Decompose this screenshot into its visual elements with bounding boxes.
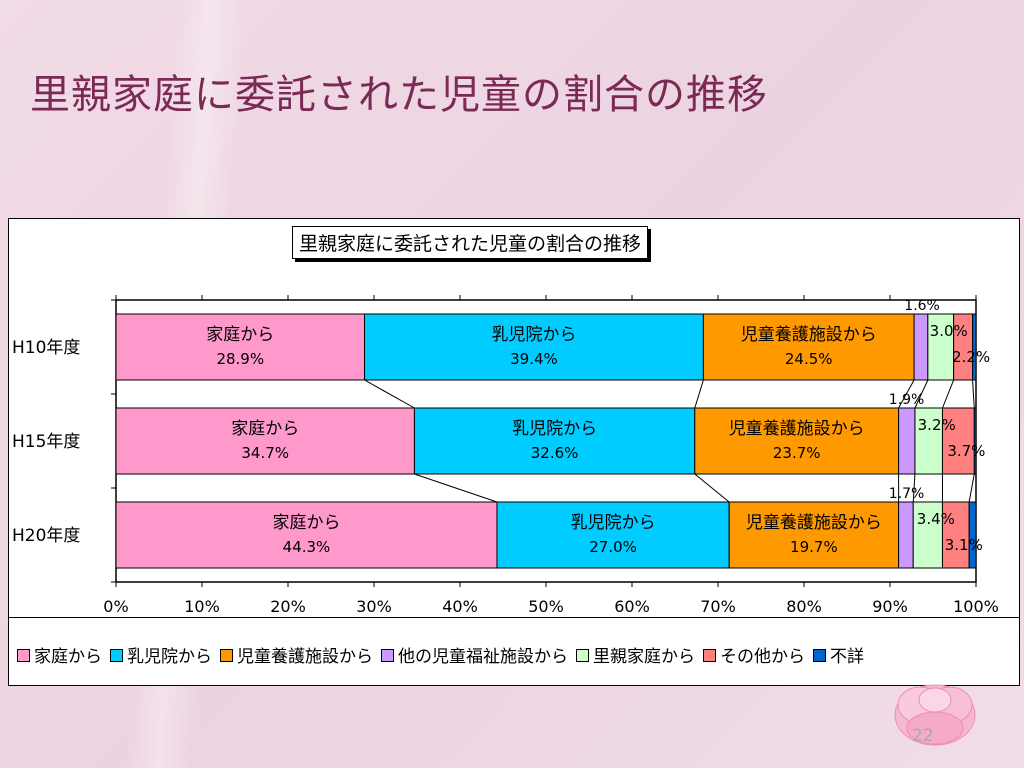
legend-item: 不詳 bbox=[813, 642, 864, 667]
legend-item: 他の児童福祉施設から bbox=[381, 642, 568, 667]
data-label-name: 児童養護施設から bbox=[741, 325, 877, 345]
series-connector-line bbox=[694, 473, 730, 503]
chart-title: 里親家庭に委託された児童の割合の推移 bbox=[292, 226, 649, 259]
series-connector-line bbox=[968, 473, 975, 503]
bar-segment bbox=[972, 313, 977, 381]
bar-segment bbox=[968, 501, 977, 569]
x-tick-label: 10% bbox=[184, 597, 220, 616]
legend-item: 児童養護施設から bbox=[220, 642, 373, 667]
series-connector-line bbox=[414, 473, 498, 503]
series-connector-line bbox=[898, 379, 915, 409]
data-label-small: 3.0% bbox=[930, 322, 968, 340]
data-label-value: 19.7% bbox=[790, 538, 838, 556]
x-tick-label: 30% bbox=[356, 597, 392, 616]
category-label: H20年度 bbox=[12, 526, 80, 546]
x-tick-label: 100% bbox=[953, 597, 999, 616]
data-label-value: 34.7% bbox=[241, 444, 289, 462]
legend-label: 乳児院から bbox=[127, 647, 212, 667]
bar-segment bbox=[913, 313, 929, 381]
x-tick-label: 20% bbox=[270, 597, 306, 616]
data-label-small: 3.4% bbox=[917, 510, 955, 528]
chart-container: 0% 10% 20% 30% 40% 50% 60% 70% 80% 90% 100% H10年度 家庭… bbox=[8, 218, 1020, 686]
chart-legend: 家庭から 乳児院から 児童養護施設から 他の児童福祉施設から 里親家庭から その他から 不詳 bbox=[9, 617, 1019, 680]
legend-swatch bbox=[381, 648, 394, 662]
data-label-name: 児童養護施設から bbox=[746, 513, 882, 533]
data-label-name: 乳児院から bbox=[491, 325, 576, 345]
slide-title: 里親家庭に委託された児童の割合の推移 bbox=[30, 72, 768, 118]
data-label-small: 3.7% bbox=[947, 442, 985, 460]
data-label-small: 3.1% bbox=[945, 536, 983, 554]
x-tick-label: 40% bbox=[442, 597, 478, 616]
legend-label: 不詳 bbox=[830, 647, 864, 667]
page-number: 22 bbox=[912, 726, 934, 746]
data-label-small: 3.2% bbox=[918, 416, 956, 434]
bar-segment bbox=[115, 313, 366, 381]
bar-segment bbox=[973, 407, 977, 475]
legend-label: 児童養護施設から bbox=[237, 647, 373, 667]
data-label-value: 39.4% bbox=[510, 350, 558, 368]
data-label-small: 1.9% bbox=[889, 392, 925, 408]
legend-items: 家庭から 乳児院から 児童養護施設から 他の児童福祉施設から 里親家庭から その他から 不詳 bbox=[17, 642, 872, 667]
x-tick-label: 90% bbox=[872, 597, 908, 616]
bar-segment bbox=[914, 407, 943, 475]
legend-label: 家庭から bbox=[34, 647, 102, 667]
bar-segment bbox=[941, 501, 970, 569]
bar-segment bbox=[898, 501, 914, 569]
bar-segment bbox=[115, 407, 415, 475]
stacked-bar-chart: 0% 10% 20% 30% 40% 50% 60% 70% 80% 90% 100%H10年度家庭… bbox=[12, 295, 999, 616]
category-label: H10年度 bbox=[12, 338, 80, 358]
data-label-small: 1.7% bbox=[889, 486, 925, 502]
legend-label: 他の児童福祉施設から bbox=[398, 647, 568, 667]
data-label-value: 27.0% bbox=[589, 538, 637, 556]
data-label-small: 1.6% bbox=[904, 298, 940, 314]
x-tick-label: 50% bbox=[528, 597, 564, 616]
carnation-flower-icon bbox=[894, 684, 976, 746]
series-connector-line bbox=[912, 473, 916, 503]
legend-item: 家庭から bbox=[17, 642, 102, 667]
x-tick-label: 80% bbox=[786, 597, 822, 616]
x-tick-label: 60% bbox=[614, 597, 650, 616]
legend-swatch bbox=[576, 648, 589, 662]
data-label-name: 児童養護施設から bbox=[729, 419, 865, 439]
series-connector-line bbox=[364, 379, 415, 409]
legend-swatch bbox=[220, 648, 233, 662]
x-tick-label: 70% bbox=[700, 597, 736, 616]
data-label-name: 家庭から bbox=[206, 325, 274, 345]
bar-segment bbox=[912, 501, 943, 569]
bar-segment bbox=[702, 313, 915, 381]
data-label-value: 23.7% bbox=[773, 444, 821, 462]
data-label-small: 2.2% bbox=[952, 348, 990, 366]
legend-item: 乳児院から bbox=[110, 642, 212, 667]
legend-item: 里親家庭から bbox=[576, 642, 695, 667]
data-label-value: 32.6% bbox=[531, 444, 579, 462]
legend-swatch bbox=[17, 648, 30, 662]
bar-segment bbox=[898, 407, 916, 475]
bar-segment bbox=[496, 501, 730, 569]
data-label-value: 28.9% bbox=[216, 350, 264, 368]
series-connector-line bbox=[972, 379, 975, 409]
data-label-value: 24.5% bbox=[785, 350, 833, 368]
legend-item: その他から bbox=[703, 642, 805, 667]
legend-label: その他から bbox=[720, 647, 805, 667]
series-connector-line bbox=[914, 379, 929, 409]
bar-segment bbox=[728, 501, 900, 569]
series-connector-line bbox=[694, 379, 704, 409]
bar-segment bbox=[694, 407, 900, 475]
data-label-name: 乳児院から bbox=[571, 513, 656, 533]
category-label: H15年度 bbox=[12, 432, 80, 452]
bar-segment bbox=[413, 407, 696, 475]
legend-swatch bbox=[703, 648, 716, 662]
legend-swatch bbox=[110, 648, 123, 662]
legend-label: 里親家庭から bbox=[593, 647, 695, 667]
x-tick-label: 0% bbox=[103, 597, 128, 616]
bar-segment bbox=[115, 501, 498, 569]
series-connector-line bbox=[941, 379, 955, 409]
data-label-value: 44.3% bbox=[283, 538, 331, 556]
bar-segment bbox=[364, 313, 704, 381]
data-label-name: 乳児院から bbox=[512, 419, 597, 439]
data-label-name: 家庭から bbox=[231, 419, 299, 439]
legend-swatch bbox=[813, 648, 826, 662]
data-label-name: 家庭から bbox=[272, 513, 340, 533]
